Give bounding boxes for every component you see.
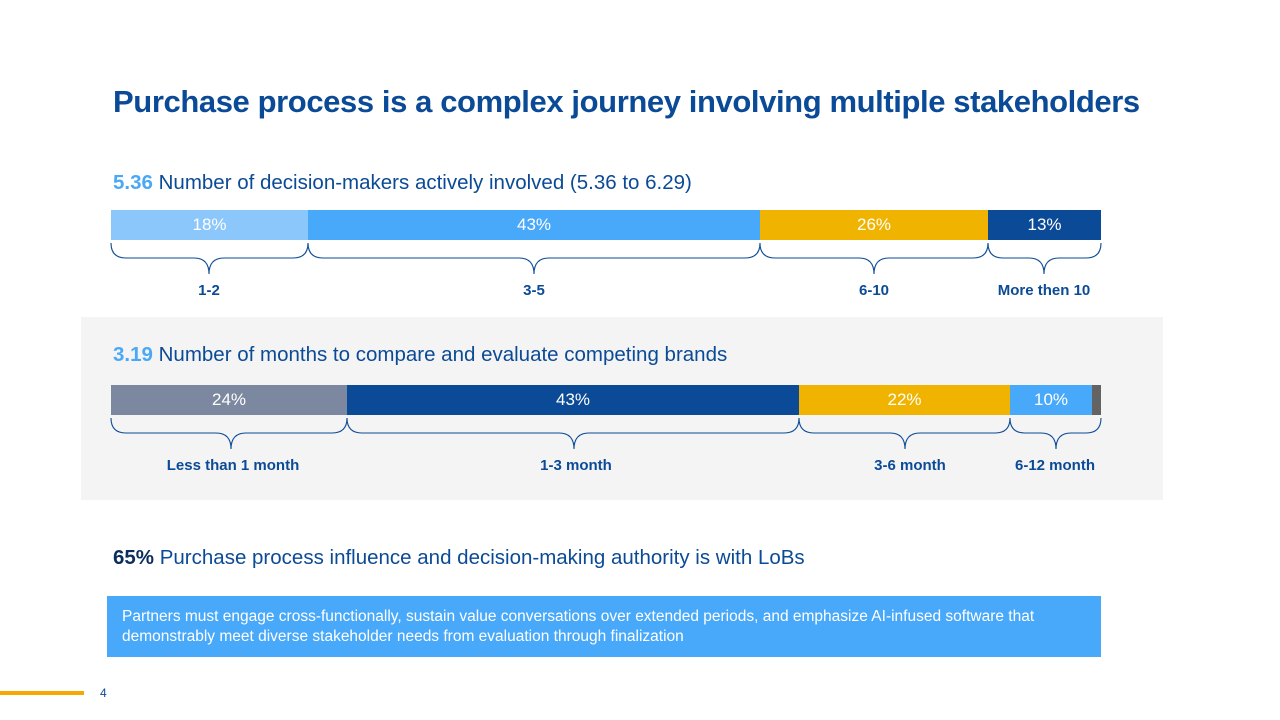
category-label-3-6-month: 3-6 month: [874, 457, 946, 474]
category-label-3-5: 3-5: [523, 282, 545, 299]
section3-text: Purchase process influence and decision-…: [159, 546, 805, 569]
bar-segment-other: [1092, 385, 1101, 415]
bar-segment-3-6: 22%: [799, 385, 1010, 415]
decision-makers-bar: 18% 43% 26% 13%: [111, 210, 1101, 240]
page-number: 4: [100, 686, 107, 700]
bar-segment-more-than-10: 13%: [988, 210, 1101, 240]
section1-value: 5.36: [113, 171, 153, 194]
category-label-more-than-10: More then 10: [997, 282, 1091, 299]
section3-heading: 65% Purchase process influence and decis…: [113, 546, 805, 570]
bar-segment-less-than-1: 24%: [111, 385, 347, 415]
bar-segment-6-12: 10%: [1010, 385, 1092, 415]
category-label-1-3-month: 1-3 month: [540, 457, 612, 474]
section1-text: Number of decision-makers actively invol…: [158, 171, 692, 194]
section2-heading: 3.19 Number of months to compare and eva…: [113, 343, 727, 367]
bar-segment-1-2: 18%: [111, 210, 308, 240]
footer-accent-line: [0, 691, 84, 695]
section2-value: 3.19: [113, 343, 153, 366]
bar-segment-6-10: 26%: [760, 210, 988, 240]
section1-heading: 5.36 Number of decision-makers actively …: [113, 171, 692, 195]
section3-value: 65%: [113, 546, 155, 569]
category-label-1-2: 1-2: [198, 282, 220, 299]
key-takeaway-callout: Partners must engage cross-functionally,…: [107, 596, 1101, 657]
section2-text: Number of months to compare and evaluate…: [158, 343, 728, 366]
category-label-6-10: 6-10: [858, 282, 890, 299]
months-bar: 24% 43% 22% 10%: [111, 385, 1101, 415]
bar-segment-3-5: 43%: [308, 210, 760, 240]
category-label-6-12-month: 6-12 month: [1014, 457, 1096, 474]
slide-title: Purchase process is a complex journey in…: [113, 84, 1140, 119]
category-label-less-than-1-month: Less than 1 month: [166, 457, 300, 474]
bar-segment-1-3: 43%: [347, 385, 799, 415]
